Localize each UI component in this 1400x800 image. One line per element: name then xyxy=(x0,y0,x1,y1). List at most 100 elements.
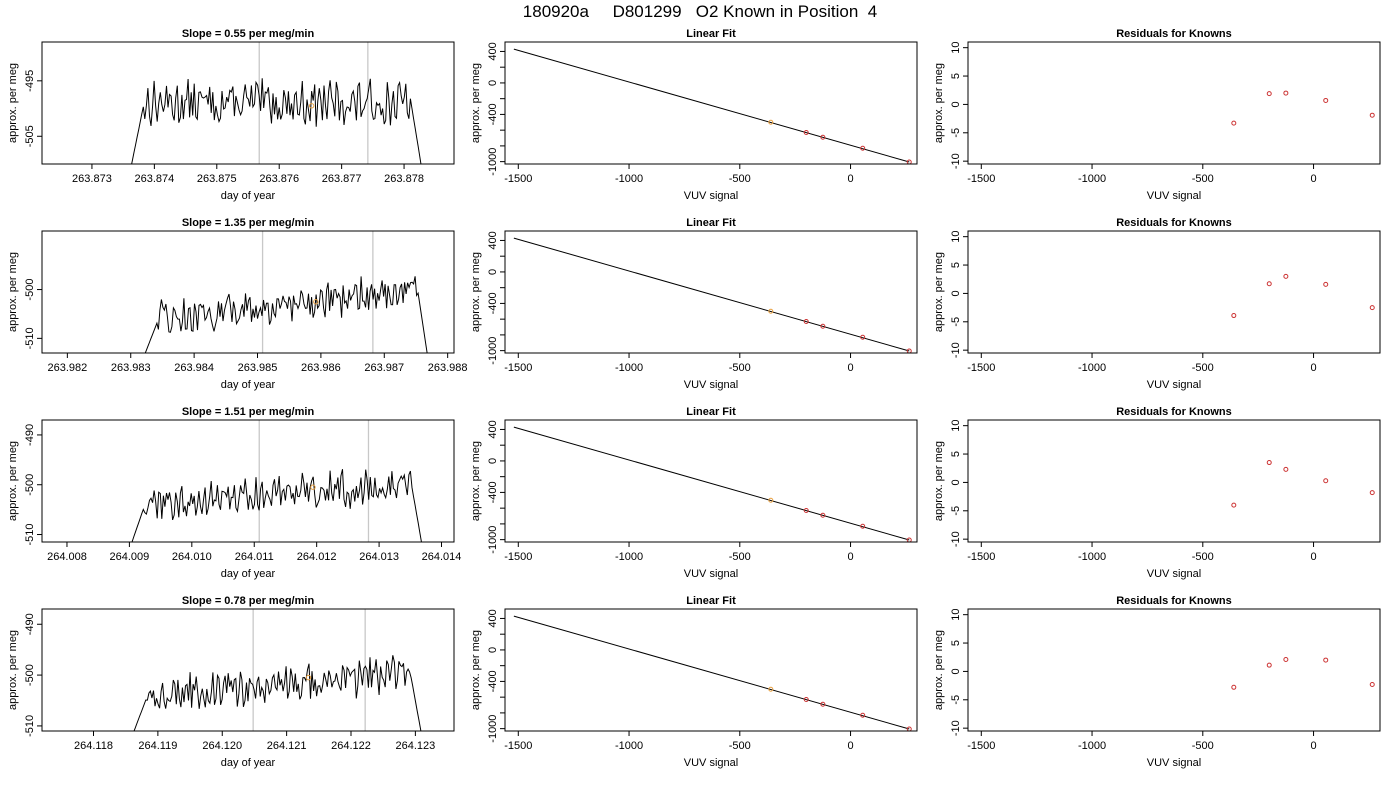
residual-point xyxy=(1231,120,1237,126)
plot-frame xyxy=(41,230,455,354)
residual-point xyxy=(1231,502,1237,508)
x-tick-label: 264.013 xyxy=(359,551,399,563)
panel-title: Linear Fit xyxy=(686,217,736,229)
panel-2-3: Residuals for Knowns -1500 -1000 -500 0 10 5 0 -… xyxy=(933,217,1381,391)
y-tick-label: 5 xyxy=(950,451,962,457)
panel-title: Slope = 1.35 per meg/min xyxy=(182,217,315,229)
x-tick-label: -1500 xyxy=(504,551,532,563)
x-tick-label: -500 xyxy=(1192,551,1214,563)
y-tick-label: 0 xyxy=(487,458,499,464)
known-point xyxy=(768,686,774,692)
x-tick-label: 0 xyxy=(1310,551,1316,563)
y-tick-label: -1000 xyxy=(487,526,499,554)
plot-area xyxy=(513,48,912,164)
y-tick-label: -10 xyxy=(950,720,962,736)
y-axis-label: approx. per meg xyxy=(7,441,19,521)
residual-point xyxy=(1283,657,1289,663)
y-tick-label: 400 xyxy=(487,231,499,249)
residual-point xyxy=(1369,681,1375,687)
y-tick-label: 400 xyxy=(487,609,499,627)
x-tick-label: -500 xyxy=(1192,362,1214,374)
signal-trace xyxy=(133,655,422,731)
y-tick-label: -490 xyxy=(24,613,36,635)
x-tick-label: 264.012 xyxy=(297,551,337,563)
y-tick-label: 10 xyxy=(950,420,962,432)
y-axis-label: approx. per meg xyxy=(7,630,19,710)
plot-frame xyxy=(967,230,1381,354)
residual-point xyxy=(1369,490,1375,496)
x-axis-label: day of year xyxy=(221,379,276,391)
panel-1-2: Linear Fit -1500 -1000 -500 0 400 0 -400 -1000 VU… xyxy=(470,28,918,202)
plot-area xyxy=(1231,657,1375,690)
x-tick-label: 264.122 xyxy=(331,740,371,752)
residual-point xyxy=(1323,97,1329,103)
x-tick-label: 0 xyxy=(847,173,853,185)
known-point xyxy=(906,537,912,542)
known-point xyxy=(820,323,826,329)
y-tick-label: 10 xyxy=(950,42,962,54)
y-tick-label: -500 xyxy=(24,474,36,496)
x-tick-label: -500 xyxy=(729,551,751,563)
plot-area xyxy=(513,426,912,542)
x-tick-label: 264.009 xyxy=(110,551,150,563)
x-tick-label: 0 xyxy=(847,551,853,563)
y-tick-label: -490 xyxy=(24,424,36,446)
x-tick-label: -1500 xyxy=(967,173,995,185)
y-axis-label: approx. per meg xyxy=(933,441,945,521)
y-tick-label: -5 xyxy=(950,128,962,138)
signal-trace xyxy=(131,469,422,542)
y-tick-label: -400 xyxy=(487,481,499,503)
x-tick-label: -1500 xyxy=(967,551,995,563)
x-tick-label: 0 xyxy=(1310,362,1316,374)
y-tick-label: -1000 xyxy=(487,148,499,176)
known-point xyxy=(820,134,826,140)
x-tick-label: -500 xyxy=(729,173,751,185)
x-tick-label: -1500 xyxy=(504,362,532,374)
residual-point xyxy=(1283,273,1289,279)
x-tick-label: -500 xyxy=(1192,740,1214,752)
x-axis-label: VUV signal xyxy=(684,190,738,202)
x-tick-label: 264.120 xyxy=(202,740,242,752)
panel-title: Residuals for Knowns xyxy=(1116,595,1232,607)
y-tick-label: 0 xyxy=(950,101,962,107)
y-axis-label: approx. per meg xyxy=(470,630,482,710)
x-tick-label: 264.119 xyxy=(138,740,177,752)
plot-area xyxy=(513,237,912,353)
panel-2-2: Linear Fit -1500 -1000 -500 0 400 0 -400 -1000 VU… xyxy=(470,217,918,391)
plot-area xyxy=(1231,460,1375,508)
y-tick-label: -500 xyxy=(24,664,36,686)
y-tick-label: 5 xyxy=(950,640,962,646)
panel-1-3: Residuals for Knowns -1500 -1000 -500 0 10 5 0 -… xyxy=(933,28,1381,202)
x-tick-label: 263.874 xyxy=(134,173,174,185)
plot-frame xyxy=(41,41,455,165)
y-tick-label: -400 xyxy=(487,103,499,125)
y-tick-label: -10 xyxy=(950,153,962,169)
y-tick-label: 400 xyxy=(487,420,499,438)
plot-area xyxy=(1231,90,1375,126)
known-point xyxy=(803,697,809,703)
y-tick-label: 0 xyxy=(950,479,962,485)
signal-trace xyxy=(131,78,422,164)
residual-point xyxy=(1266,460,1272,466)
x-tick-label: 263.878 xyxy=(384,173,424,185)
y-tick-label: -5 xyxy=(950,695,962,705)
x-tick-label: 264.014 xyxy=(422,551,462,563)
x-tick-label: -500 xyxy=(729,740,751,752)
known-point xyxy=(803,130,809,136)
x-axis-label: day of year xyxy=(221,190,276,202)
x-tick-label: 0 xyxy=(847,740,853,752)
x-tick-label: 264.010 xyxy=(172,551,212,563)
y-tick-label: -10 xyxy=(950,531,962,547)
x-tick-label: 263.873 xyxy=(72,173,112,185)
known-point xyxy=(906,348,912,353)
x-tick-label: -1500 xyxy=(504,173,532,185)
page-title: 180920a D801299 O2 Known in Position 4 xyxy=(522,2,878,21)
panel-4-1: Slope = 0.78 per meg/min 264.118 264.119 26… xyxy=(7,595,455,769)
x-tick-label: -1000 xyxy=(615,362,643,374)
known-point xyxy=(906,159,912,164)
residual-point xyxy=(1323,281,1329,287)
plot-area xyxy=(133,609,422,731)
y-tick-label: -510 xyxy=(24,715,36,737)
plot-frame xyxy=(504,230,918,354)
